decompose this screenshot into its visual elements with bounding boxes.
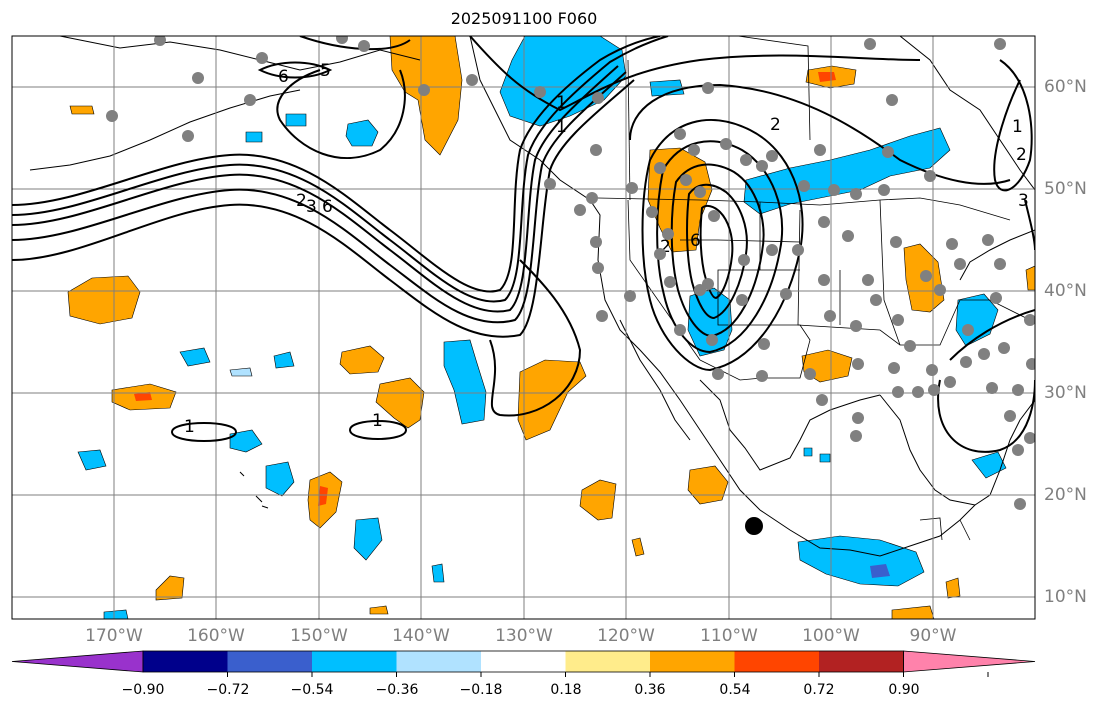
- positive-shading: [67, 36, 1035, 619]
- contour-label: 1: [556, 117, 567, 137]
- lat-label: 20°N: [1044, 485, 1087, 505]
- contour-label: 2: [1016, 145, 1027, 165]
- lon-label: 150°W: [290, 626, 348, 646]
- lon-label: 100°W: [802, 626, 860, 646]
- contour-label-group: 6 5 1 1 2 1 2 3 6 6 1 1 2 3 2: [184, 61, 1029, 437]
- lat-label: 60°N: [1044, 77, 1087, 97]
- contour-label: 3: [1018, 191, 1029, 211]
- contour-label: 1: [372, 411, 383, 431]
- colorbar-tick: 0.72: [803, 682, 835, 698]
- contour-label: 6: [322, 197, 333, 217]
- colorbar-tick: 0.90: [888, 682, 920, 698]
- contour-label: 5: [320, 61, 331, 81]
- lat-label: 40°N: [1044, 281, 1087, 301]
- colorbar-tick: 0.18: [550, 682, 582, 698]
- contour-label: 1: [184, 417, 195, 437]
- colorbar-tick: 0.36: [634, 682, 666, 698]
- lon-label: 110°W: [700, 626, 758, 646]
- lon-label: 90°W: [909, 626, 957, 646]
- map-frame: [11, 35, 1036, 620]
- contour-label: 6: [690, 231, 701, 251]
- negative-shading: [77, 36, 1007, 619]
- lat-label: 50°N: [1044, 179, 1087, 199]
- political-borders: [597, 36, 1031, 541]
- center-dot-marker: [745, 517, 763, 535]
- lat-label: 30°N: [1044, 383, 1087, 403]
- contour-label: 2: [660, 237, 671, 257]
- station-markers: [106, 36, 1035, 510]
- lon-label: 170°W: [85, 626, 143, 646]
- contour-label: 2: [296, 191, 307, 211]
- plot-title: 2025091100 F060: [450, 9, 598, 28]
- lat-label: 10°N: [1044, 587, 1087, 607]
- contour-label: 1: [556, 93, 567, 113]
- colorbar-tick: −0.18: [459, 682, 503, 698]
- contour-label: 1: [1012, 117, 1023, 137]
- colorbar-tick: −0.90: [121, 682, 165, 698]
- colorbar-tick: −0.72: [206, 682, 250, 698]
- lon-label: 160°W: [187, 626, 245, 646]
- lon-label: 140°W: [392, 626, 450, 646]
- colorbar-tick: −0.54: [290, 682, 334, 698]
- contour-label: 6: [278, 67, 289, 87]
- contour-label: 3: [306, 197, 317, 217]
- lon-label: 130°W: [495, 626, 553, 646]
- colorbar-tick: 0.54: [719, 682, 751, 698]
- lon-label: 120°W: [597, 626, 655, 646]
- colorbar-tick: −0.36: [375, 682, 419, 698]
- contour-label: 2: [770, 115, 781, 135]
